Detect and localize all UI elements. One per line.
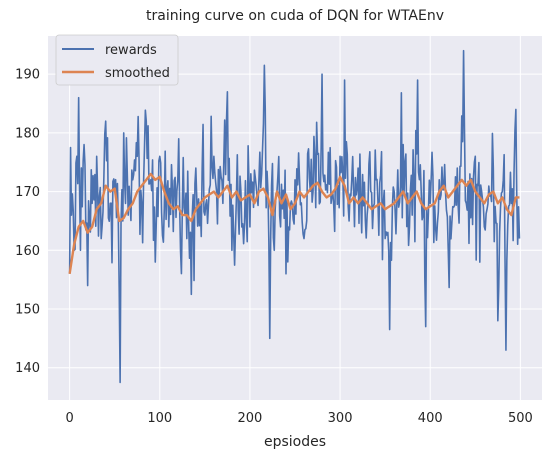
grid-lines [48,36,542,400]
tick-labels: 0 100 200 300 400 500 140 150 160 170 180 190 [15,68,533,426]
legend-label-smoothed: smoothed [105,66,170,81]
y-tick-label: 180 [15,126,40,141]
x-tick-label: 300 [328,411,353,426]
legend: rewards smoothed [55,34,179,86]
y-tick-label: 170 [15,185,40,200]
x-tick-label: 100 [147,411,172,426]
y-tick-label: 150 [15,303,40,318]
legend-label-rewards: rewards [105,43,157,58]
x-tick-label: 0 [65,411,73,426]
series-line-smoothed [68,172,520,274]
x-tick-label: 200 [238,411,263,426]
y-tick-label: 190 [15,68,40,83]
y-tick-label: 160 [15,244,40,259]
chart-title: training curve on cuda of DQN for WTAEnv [146,8,444,24]
x-tick-label: 400 [418,411,443,426]
y-tick-label: 140 [15,361,40,376]
x-tick-label: 500 [508,411,533,426]
series-layer [68,49,521,384]
x-axis-label: epsiodes [264,434,326,450]
